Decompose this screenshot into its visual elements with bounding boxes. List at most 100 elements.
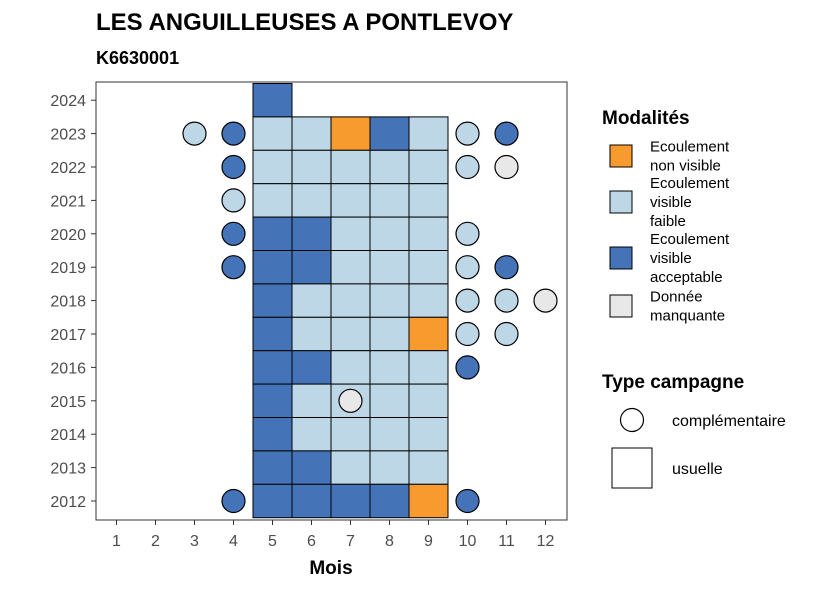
tile-2013-7 [330, 450, 371, 485]
tile-2023-5 [252, 116, 293, 151]
tile-2012-7 [330, 483, 371, 519]
point-2017-10 [455, 321, 480, 347]
x-tick-label-11: 11 [498, 533, 515, 550]
x-tick-label-4: 4 [229, 533, 238, 550]
point-2023-4 [221, 121, 246, 146]
point-2022-4 [221, 154, 246, 180]
tile-2019-6 [291, 250, 332, 285]
y-tick-label-2012: 2012 [50, 494, 86, 511]
point-2023-11 [494, 121, 519, 146]
tile-2021-5 [252, 183, 293, 218]
tile-2019-9 [408, 250, 449, 285]
point-2018-11 [494, 288, 519, 313]
tile-2016-7 [330, 350, 371, 385]
tile-2020-6 [291, 216, 332, 252]
x-axis: 1 2 3 4 5 6 7 8 9 10 11 12 [112, 520, 555, 550]
x-axis-title: Mois [309, 558, 352, 579]
tile-2021-8 [369, 183, 410, 218]
legend-label-non_visible-1: non visible [650, 158, 721, 175]
tile-2019-7 [330, 250, 371, 285]
tile-2016-9 [408, 350, 449, 385]
point-2019-11 [494, 255, 519, 280]
x-tick-label-1: 1 [112, 533, 121, 550]
y-tick-label-2020: 2020 [50, 227, 86, 244]
tile-2018-5 [252, 283, 293, 318]
tile-2022-6 [291, 149, 332, 185]
x-tick-label-8: 8 [385, 533, 394, 550]
y-tick-label-2022: 2022 [50, 160, 86, 177]
legend-type-title: Type campagne [602, 372, 744, 393]
legend-key-faible [609, 190, 633, 214]
point-2020-4 [221, 221, 246, 246]
tile-2022-5 [252, 149, 293, 185]
tile-2020-5 [252, 216, 293, 252]
tile-2022-7 [330, 149, 371, 185]
tiles-layer [252, 83, 449, 519]
tile-2022-9 [408, 149, 449, 185]
y-tick-label-2024: 2024 [50, 93, 86, 110]
tile-2016-6 [291, 350, 332, 385]
tile-2013-9 [408, 450, 449, 485]
y-tick-label-2014: 2014 [50, 427, 86, 444]
tile-2016-8 [369, 350, 410, 385]
y-tick-label-2013: 2013 [50, 461, 86, 478]
legend-key-usuelle [611, 447, 653, 489]
legend-label-usuelle: usuelle [672, 461, 723, 478]
point-2023-3 [182, 121, 207, 146]
x-tick-label-10: 10 [459, 533, 477, 550]
tile-2014-7 [330, 417, 371, 452]
tile-2017-7 [330, 316, 371, 352]
tile-2015-8 [369, 383, 410, 419]
tile-2018-8 [369, 283, 410, 318]
tile-2013-8 [369, 450, 410, 485]
tile-2015-5 [252, 383, 293, 419]
legend-label-faible-1: visible [650, 194, 692, 211]
x-tick-label-6: 6 [307, 533, 316, 550]
legend-label-acceptable-1: visible [650, 250, 692, 267]
tile-2023-6 [291, 116, 332, 151]
tile-2018-9 [408, 283, 449, 318]
point-2012-10 [455, 488, 480, 514]
point-2018-10 [455, 288, 480, 313]
tile-2024-5 [252, 83, 293, 118]
tile-2023-7 [330, 116, 371, 151]
tile-2012-8 [369, 483, 410, 519]
tile-2020-8 [369, 216, 410, 252]
y-tick-label-2016: 2016 [50, 360, 86, 377]
y-tick-label-2019: 2019 [50, 260, 86, 277]
x-tick-label-5: 5 [268, 533, 277, 550]
tile-2018-6 [291, 283, 332, 318]
tile-2013-5 [252, 450, 293, 485]
tile-2017-9 [408, 316, 449, 352]
tile-2017-8 [369, 316, 410, 352]
legend-label-manquante-0: Donnée [650, 289, 703, 306]
tile-2015-6 [291, 383, 332, 419]
points-layer [182, 121, 558, 514]
y-tick-label-2017: 2017 [50, 327, 86, 344]
tile-2019-5 [252, 250, 293, 285]
legend-label-manquante-1: manquante [650, 308, 725, 325]
tile-2017-5 [252, 316, 293, 352]
legend-types: complémentaire usuelle [611, 407, 786, 489]
legend-label-non_visible-0: Ecoulement [650, 139, 730, 156]
x-tick-label-12: 12 [537, 533, 555, 550]
chart-title: LES ANGUILLEUSES A PONTLEVOY [96, 9, 513, 36]
tile-2018-7 [330, 283, 371, 318]
legend-label-acceptable-2: acceptable [650, 269, 723, 286]
point-2019-10 [455, 255, 480, 280]
tile-2016-5 [252, 350, 293, 385]
tile-2021-9 [408, 183, 449, 218]
point-2016-10 [455, 355, 480, 380]
tile-2014-8 [369, 417, 410, 452]
legend-label-faible-0: Ecoulement [650, 175, 730, 192]
point-2023-10 [455, 121, 480, 146]
x-tick-label-2: 2 [151, 533, 160, 550]
tile-2012-6 [291, 483, 332, 519]
tile-2023-8 [369, 116, 410, 151]
tile-2013-6 [291, 450, 332, 485]
y-tick-label-2023: 2023 [50, 127, 86, 144]
tile-2021-7 [330, 183, 371, 218]
legend-label-acceptable-0: Ecoulement [650, 231, 730, 248]
